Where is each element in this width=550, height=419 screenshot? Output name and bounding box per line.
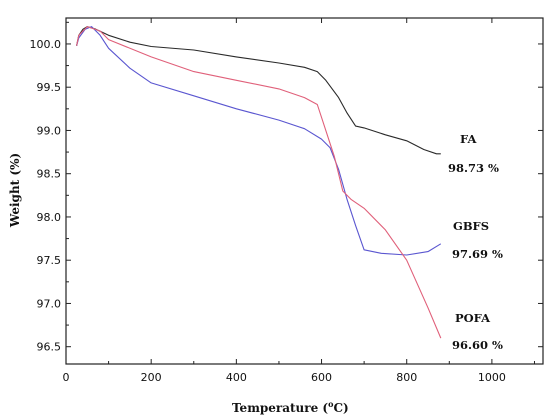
x-tick-label: 1000: [478, 371, 506, 384]
annotation-pofa-value: 96.60 %: [452, 338, 503, 352]
x-axis-title: Temperature (oC): [232, 399, 349, 415]
y-tick-label: 97.0: [37, 297, 62, 310]
series-lines: [76, 26, 442, 339]
x-axis-ticks: 0 200 400 600 800 1000: [63, 18, 535, 384]
y-tick-label: 98.5: [37, 168, 62, 181]
plot-frame: [65, 17, 544, 365]
y-tick-label: 97.5: [37, 254, 62, 267]
annotation-gbfs-name: GBFS: [453, 219, 489, 233]
annotation-gbfs-value: 97.69 %: [452, 247, 503, 261]
y-axis-title: Weight (%): [8, 153, 22, 228]
x-tick-label: 0: [63, 371, 70, 384]
series-line-pofa: [76, 26, 442, 339]
series-line-fa: [76, 26, 441, 155]
y-tick-label: 96.5: [37, 341, 62, 354]
y-tick-label: 98.0: [37, 211, 62, 224]
x-tick-label: 400: [226, 371, 247, 384]
annotation-fa-name: FA: [460, 132, 477, 146]
x-tick-label: 800: [396, 371, 417, 384]
series-line-gbfs: [76, 26, 442, 256]
x-tick-label: 600: [311, 371, 332, 384]
y-tick-label: 99.0: [37, 124, 62, 137]
y-tick-label: 99.5: [37, 81, 62, 94]
y-tick-label: 100.0: [30, 38, 62, 51]
annotation-pofa-name: POFA: [455, 311, 491, 325]
annotation-fa-value: 98.73 %: [448, 161, 499, 175]
x-tick-label: 200: [141, 371, 162, 384]
y-axis-ticks: 96.5 97.0 97.5 98.0 98.5 99.0 99.5 100.0: [30, 21, 543, 354]
